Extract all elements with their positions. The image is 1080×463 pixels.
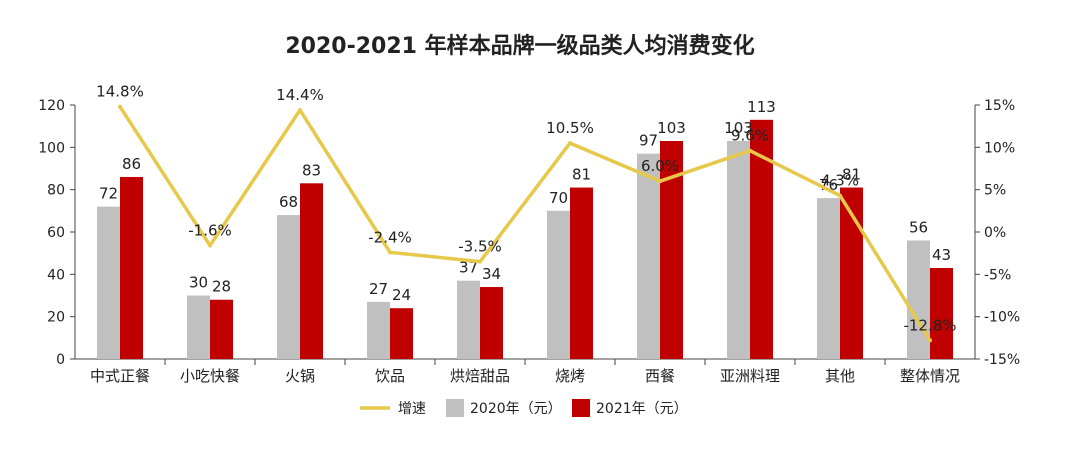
growth-value-label: -2.4% bbox=[368, 228, 412, 246]
bar-2021-value-label: 113 bbox=[747, 98, 776, 116]
growth-value-label: 4.3% bbox=[821, 172, 859, 190]
x-tick-label: 饮品 bbox=[375, 367, 405, 385]
x-tick-label: 西餐 bbox=[645, 367, 675, 385]
bar-2020-value-label: 37 bbox=[459, 259, 478, 277]
y-right-tick-label: -10% bbox=[984, 310, 1020, 326]
bar-2020-value-label: 70 bbox=[549, 189, 568, 207]
x-tick-label: 整体情况 bbox=[900, 367, 960, 385]
bar-2020 bbox=[547, 210, 570, 359]
growth-value-label: 6.0% bbox=[641, 157, 679, 175]
y-right-tick-label: 0% bbox=[984, 225, 1006, 241]
y-right-tick-label: 5% bbox=[984, 183, 1006, 199]
y-left-tick-label: 40 bbox=[47, 267, 65, 283]
x-tick-label: 小吃快餐 bbox=[180, 367, 240, 385]
x-tick-label: 其他 bbox=[825, 367, 855, 385]
bar-2020 bbox=[637, 153, 660, 359]
bar-2020 bbox=[457, 280, 480, 359]
y-left-tick-label: 120 bbox=[38, 98, 65, 114]
x-tick-label: 火锅 bbox=[285, 367, 315, 385]
bar-2021-value-label: 24 bbox=[392, 286, 411, 304]
y-right-tick-label: 10% bbox=[984, 140, 1015, 156]
bar-2020 bbox=[727, 140, 750, 359]
y-left-tick-label: 60 bbox=[47, 225, 65, 241]
legend-label-2021: 2021年（元） bbox=[596, 401, 688, 417]
bar-2021-value-label: 83 bbox=[302, 161, 321, 179]
bar-2021-value-label: 34 bbox=[482, 265, 501, 283]
bar-2021 bbox=[390, 308, 413, 359]
legend-label-2020: 2020年（元） bbox=[470, 401, 562, 417]
x-tick-label: 中式正餐 bbox=[90, 367, 150, 385]
x-tick-label: 亚洲料理 bbox=[720, 367, 780, 385]
growth-line bbox=[118, 105, 932, 342]
bar-2020-value-label: 103 bbox=[724, 119, 753, 137]
x-tick-label: 烘焙甜品 bbox=[450, 367, 510, 385]
bar-2021-value-label: 81 bbox=[572, 166, 591, 184]
bar-2021 bbox=[750, 119, 773, 359]
growth-point bbox=[838, 193, 842, 198]
bar-2021-value-label: 103 bbox=[657, 119, 686, 137]
y-right-tick-label: 15% bbox=[984, 98, 1015, 114]
y-left-tick-label: 80 bbox=[47, 183, 65, 199]
growth-point bbox=[388, 250, 392, 255]
bar-2020-value-label: 56 bbox=[909, 218, 928, 236]
growth-point bbox=[208, 243, 212, 248]
bar-2021 bbox=[210, 299, 233, 359]
bar-2021 bbox=[120, 176, 143, 359]
bar-2020 bbox=[907, 240, 930, 359]
growth-value-label: 14.8% bbox=[96, 83, 144, 101]
y-left-tick-label: 100 bbox=[38, 140, 65, 156]
growth-point bbox=[298, 108, 302, 113]
legend-label-growth: 增速 bbox=[398, 401, 426, 417]
bar-2021 bbox=[570, 187, 593, 359]
bar-2020 bbox=[97, 206, 120, 359]
growth-value-label: 14.4% bbox=[276, 86, 324, 104]
growth-point bbox=[568, 141, 572, 146]
bar-2021 bbox=[660, 140, 683, 359]
bar-2020 bbox=[187, 295, 210, 359]
bar-2020 bbox=[367, 301, 390, 359]
growth-value-label: -12.8% bbox=[903, 316, 956, 334]
legend-swatch-2020 bbox=[446, 399, 464, 417]
y-right-tick-label: -15% bbox=[984, 352, 1020, 368]
growth-value-label: -3.5% bbox=[458, 238, 502, 256]
y-right-tick-label: -5% bbox=[984, 267, 1011, 283]
growth-value-label: 9.6% bbox=[731, 127, 769, 145]
growth-point bbox=[658, 179, 662, 184]
chart-title: 2020-2021 年样本品牌一级品类人均消费变化 bbox=[285, 33, 754, 59]
y-left-tick-label: 20 bbox=[47, 310, 65, 326]
bar-2021-value-label: 28 bbox=[212, 278, 231, 296]
bar-2021-value-label: 81 bbox=[842, 166, 861, 184]
bar-2021-value-label: 86 bbox=[122, 155, 141, 173]
growth-point bbox=[928, 338, 932, 343]
bar-2021-value-label: 43 bbox=[932, 246, 951, 264]
bar-2020-value-label: 97 bbox=[639, 132, 658, 150]
growth-point bbox=[118, 104, 122, 109]
x-tick-label: 烧烤 bbox=[555, 367, 585, 385]
bar-2020-value-label: 76 bbox=[819, 176, 838, 194]
bar-2021 bbox=[300, 183, 323, 359]
bar-2020 bbox=[277, 215, 300, 359]
y-left-tick-label: 0 bbox=[56, 352, 65, 368]
bar-2020-value-label: 30 bbox=[189, 274, 208, 292]
bar-2021 bbox=[480, 287, 503, 359]
growth-value-label: 10.5% bbox=[546, 119, 594, 137]
bar-2020-value-label: 27 bbox=[369, 280, 388, 298]
bar-2020-value-label: 68 bbox=[279, 193, 298, 211]
bar-2020-value-label: 72 bbox=[99, 185, 118, 203]
bar-2020 bbox=[817, 198, 840, 359]
growth-point bbox=[478, 259, 482, 264]
bar-2021 bbox=[930, 267, 953, 359]
legend-swatch-2021 bbox=[572, 399, 590, 417]
growth-point bbox=[748, 148, 752, 153]
bar-2021 bbox=[840, 187, 863, 359]
growth-value-label: -1.6% bbox=[188, 222, 232, 240]
